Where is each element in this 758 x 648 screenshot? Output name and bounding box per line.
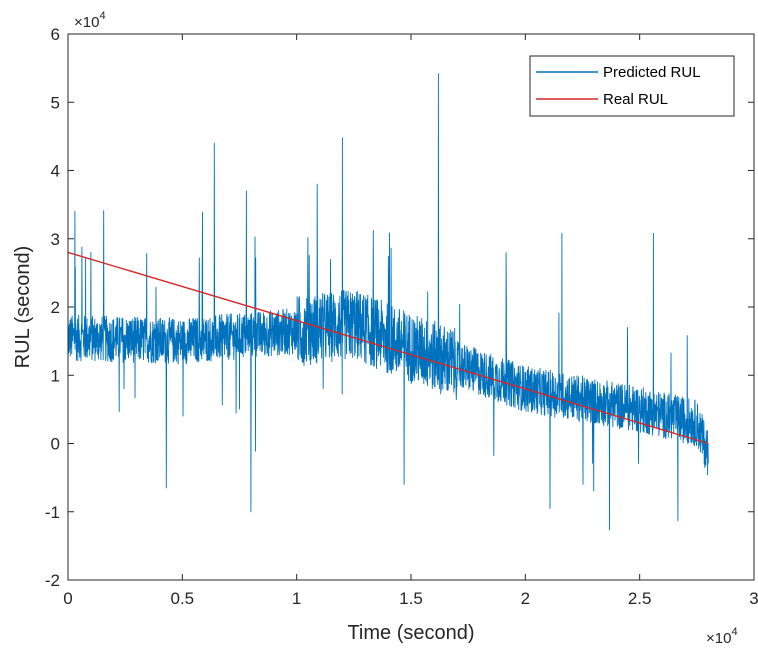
x-tick-label: 0.5 xyxy=(171,589,195,608)
legend-box xyxy=(529,55,735,117)
series-predicted-rul xyxy=(67,73,709,531)
x-tick-label: 0 xyxy=(63,589,72,608)
x-multiplier: ×104 xyxy=(706,626,738,647)
y-tick-label: -1 xyxy=(45,503,60,522)
legend: Predicted RUL Real RUL xyxy=(529,55,735,117)
x-tick-label: 1.5 xyxy=(399,589,423,608)
x-axis-label: Time (second) xyxy=(347,622,474,644)
y-tick-label: 3 xyxy=(51,230,60,249)
y-tick-label: 4 xyxy=(51,162,60,181)
x-ticks: 0 0.5 1 1.5 2 2.5 3 xyxy=(63,34,758,608)
y-tick-label: -2 xyxy=(45,571,60,590)
y-tick-label: 1 xyxy=(51,366,60,385)
x-tick-label: 1 xyxy=(292,589,301,608)
y-ticks: -2 -1 0 1 2 3 4 5 6 xyxy=(45,25,754,590)
x-tick-label: 3 xyxy=(749,589,758,608)
series-layer xyxy=(67,73,709,531)
y-multiplier: ×104 xyxy=(74,10,106,31)
x-tick-label: 2.5 xyxy=(628,589,652,608)
legend-label-predicted: Predicted RUL xyxy=(603,64,701,81)
y-tick-label: 5 xyxy=(51,93,60,112)
y-axis-label: RUL (second) xyxy=(12,246,34,369)
plot-background xyxy=(68,34,754,580)
y-tick-label: 0 xyxy=(51,435,60,454)
y-tick-label: 6 xyxy=(51,25,60,44)
series-real-rul xyxy=(67,251,709,445)
legend-label-real: Real RUL xyxy=(603,91,668,108)
x-tick-label: 2 xyxy=(521,589,530,608)
y-tick-label: 2 xyxy=(51,298,60,317)
